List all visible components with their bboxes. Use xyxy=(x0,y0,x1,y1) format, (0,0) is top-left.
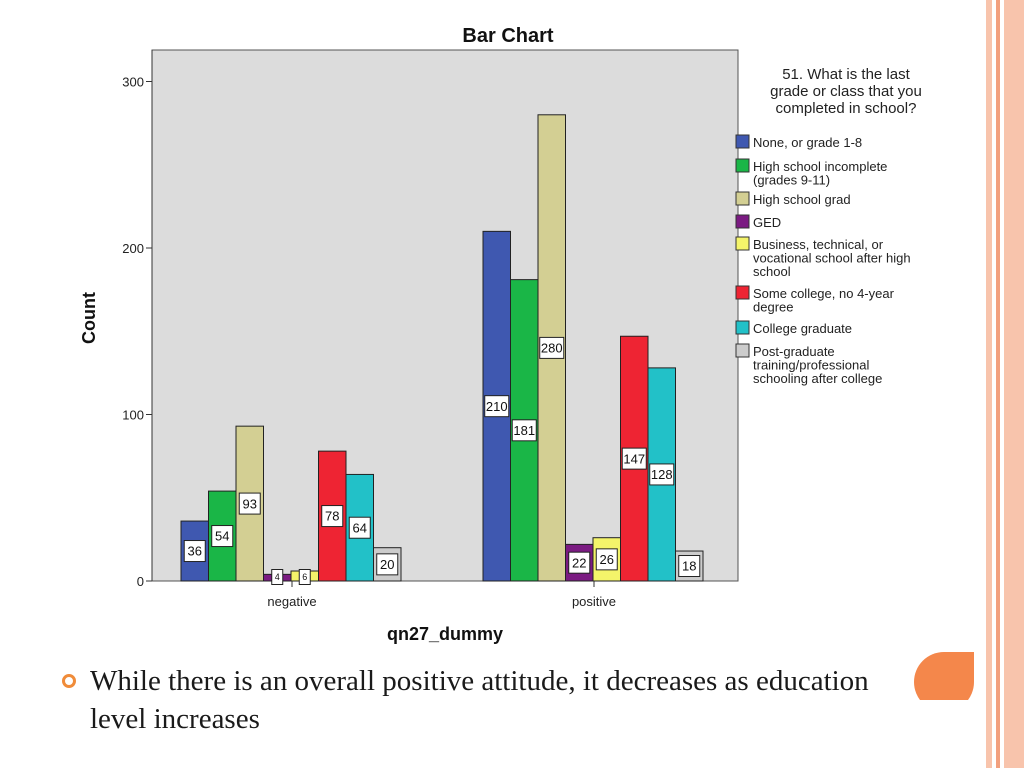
data-label-box xyxy=(484,395,510,418)
legend-label: Some college, no 4-year xyxy=(753,286,895,301)
data-label: 181 xyxy=(513,423,535,438)
legend-label: degree xyxy=(753,300,793,315)
bullet-point: While there is an overall positive attit… xyxy=(62,662,882,738)
legend-swatch xyxy=(735,214,750,229)
legend-label: College graduate xyxy=(753,321,852,336)
legend-label: GED xyxy=(753,215,781,230)
data-label: 64 xyxy=(353,520,367,535)
legend-label: Business, technical, or xyxy=(753,237,884,252)
legend-title-line: grade or class that you xyxy=(770,83,922,100)
bullet-circle-icon xyxy=(62,674,76,688)
data-label-box xyxy=(511,419,537,442)
data-label: 78 xyxy=(325,509,339,524)
data-label-box xyxy=(321,505,344,528)
legend-title-line: completed in school? xyxy=(776,100,917,117)
legend-label: None, or grade 1-8 xyxy=(753,135,862,150)
legend-swatch xyxy=(735,191,750,206)
y-tick-label: 200 xyxy=(122,241,144,256)
legend-label: vocational school after high xyxy=(753,251,911,266)
data-label: 93 xyxy=(243,496,257,511)
legend-swatch xyxy=(735,236,750,251)
data-label: 26 xyxy=(600,552,614,567)
data-label-box xyxy=(183,540,206,563)
data-label-box xyxy=(348,516,371,539)
data-label-box xyxy=(649,463,675,486)
legend-swatch xyxy=(735,134,750,149)
data-label-box xyxy=(211,525,234,548)
x-axis-label: qn27_dummy xyxy=(387,624,503,644)
x-tick-label-negative: negative xyxy=(267,594,316,609)
data-label: 147 xyxy=(623,451,645,466)
data-label: 36 xyxy=(188,544,202,559)
data-label-box xyxy=(376,553,399,576)
bullet-text: While there is an overall positive attit… xyxy=(90,665,869,735)
bar-chart: Bar Chart 0 100 200 300 negative positive Co… xyxy=(79,25,922,644)
data-label-box xyxy=(621,447,647,470)
data-label: 22 xyxy=(572,555,586,570)
data-label-box xyxy=(568,551,591,574)
data-label: 54 xyxy=(215,529,229,544)
legend-swatch xyxy=(735,343,750,358)
y-tick-label: 100 xyxy=(122,408,144,423)
data-label-box xyxy=(595,548,618,571)
x-tick-label-positive: positive xyxy=(572,594,616,609)
legend-label: schooling after college xyxy=(753,371,882,386)
data-label: 280 xyxy=(541,341,563,356)
y-axis: 0 100 200 300 xyxy=(122,50,153,589)
data-label-box xyxy=(539,336,565,359)
data-label-box xyxy=(678,555,701,578)
legend-label: (grades 9-11) xyxy=(753,173,830,188)
y-axis-label: Count xyxy=(79,292,99,344)
x-axis: negative positive xyxy=(267,581,616,609)
data-label: 20 xyxy=(380,557,394,572)
data-label: 18 xyxy=(682,559,696,574)
data-label: 210 xyxy=(486,399,508,414)
data-label-box xyxy=(271,569,284,585)
slide-border-decoration xyxy=(978,0,1024,768)
legend-label: High school grad xyxy=(753,192,851,207)
data-label-box xyxy=(298,569,311,585)
y-tick-label: 300 xyxy=(122,75,144,90)
y-tick-label: 0 xyxy=(137,574,144,589)
legend-swatch xyxy=(735,158,750,173)
legend-label: High school incomplete xyxy=(753,159,887,174)
legend-swatch xyxy=(735,320,750,335)
chart-title: Bar Chart xyxy=(462,25,553,47)
data-label: 128 xyxy=(651,467,673,482)
legend-label: Post-graduate xyxy=(753,344,835,359)
orange-circle-decoration xyxy=(914,652,974,700)
data-label: 6 xyxy=(302,572,307,582)
data-label: 4 xyxy=(275,572,280,582)
data-label-box xyxy=(238,492,261,515)
legend-label: training/professional xyxy=(753,358,869,373)
bar-series-group: 36 54 93 4 6 78 64 20 210 181 280 22 26 147 128 18 xyxy=(180,114,704,585)
legend-label: school xyxy=(753,264,791,279)
legend-swatch xyxy=(735,285,750,300)
legend-title-line: 51. What is the last xyxy=(782,66,910,83)
